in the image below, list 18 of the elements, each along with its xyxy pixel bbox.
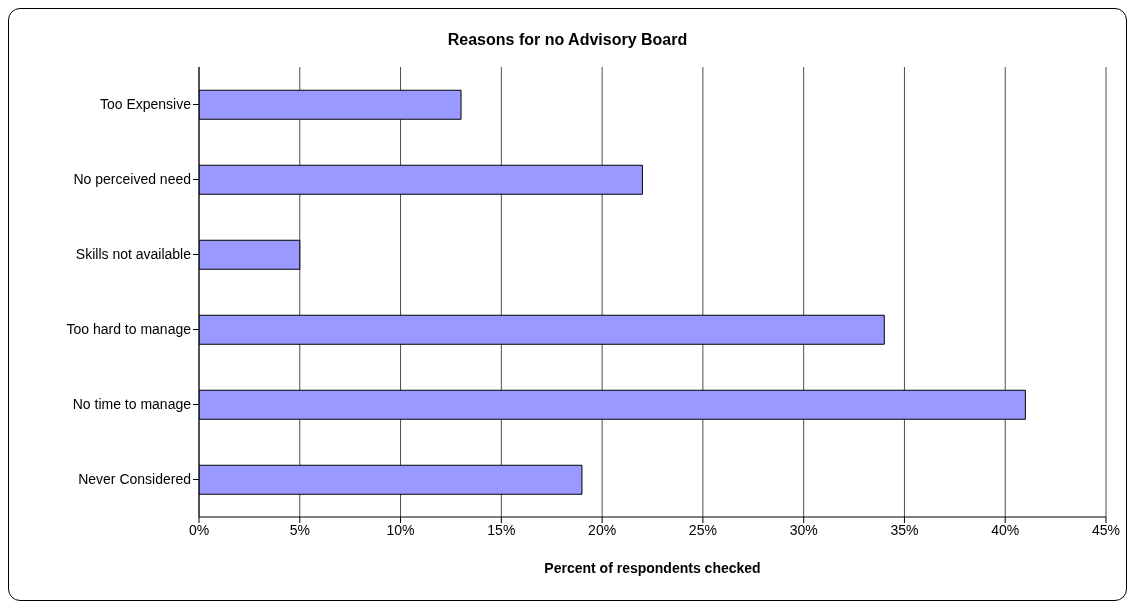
x-tick-label: 35% [890,521,919,538]
x-tick-label: 45% [1091,521,1121,538]
x-tick-label: 25% [688,521,717,538]
x-tick-label: 30% [789,521,818,538]
x-axis-title: Percent of respondents checked [544,560,761,576]
y-tick-label: Too hard to manage [66,321,192,338]
y-tick-label: Too Expensive [99,96,192,113]
x-tick-label: 40% [991,521,1020,538]
x-tick-label: 10% [386,521,415,538]
x-tick-label: 0% [188,521,210,538]
y-tick-label: No time to manage [72,396,192,413]
x-tick-label: 20% [588,521,617,538]
y-tick-label: Skills not available [75,246,192,263]
chart-title: Reasons for no Advisory Board [446,31,689,49]
x-tick-label: 5% [289,521,310,538]
y-tick-label: No perceived need [73,171,191,188]
x-tick-label: 15% [487,521,516,538]
y-tick-label: Never Considered [78,471,191,488]
